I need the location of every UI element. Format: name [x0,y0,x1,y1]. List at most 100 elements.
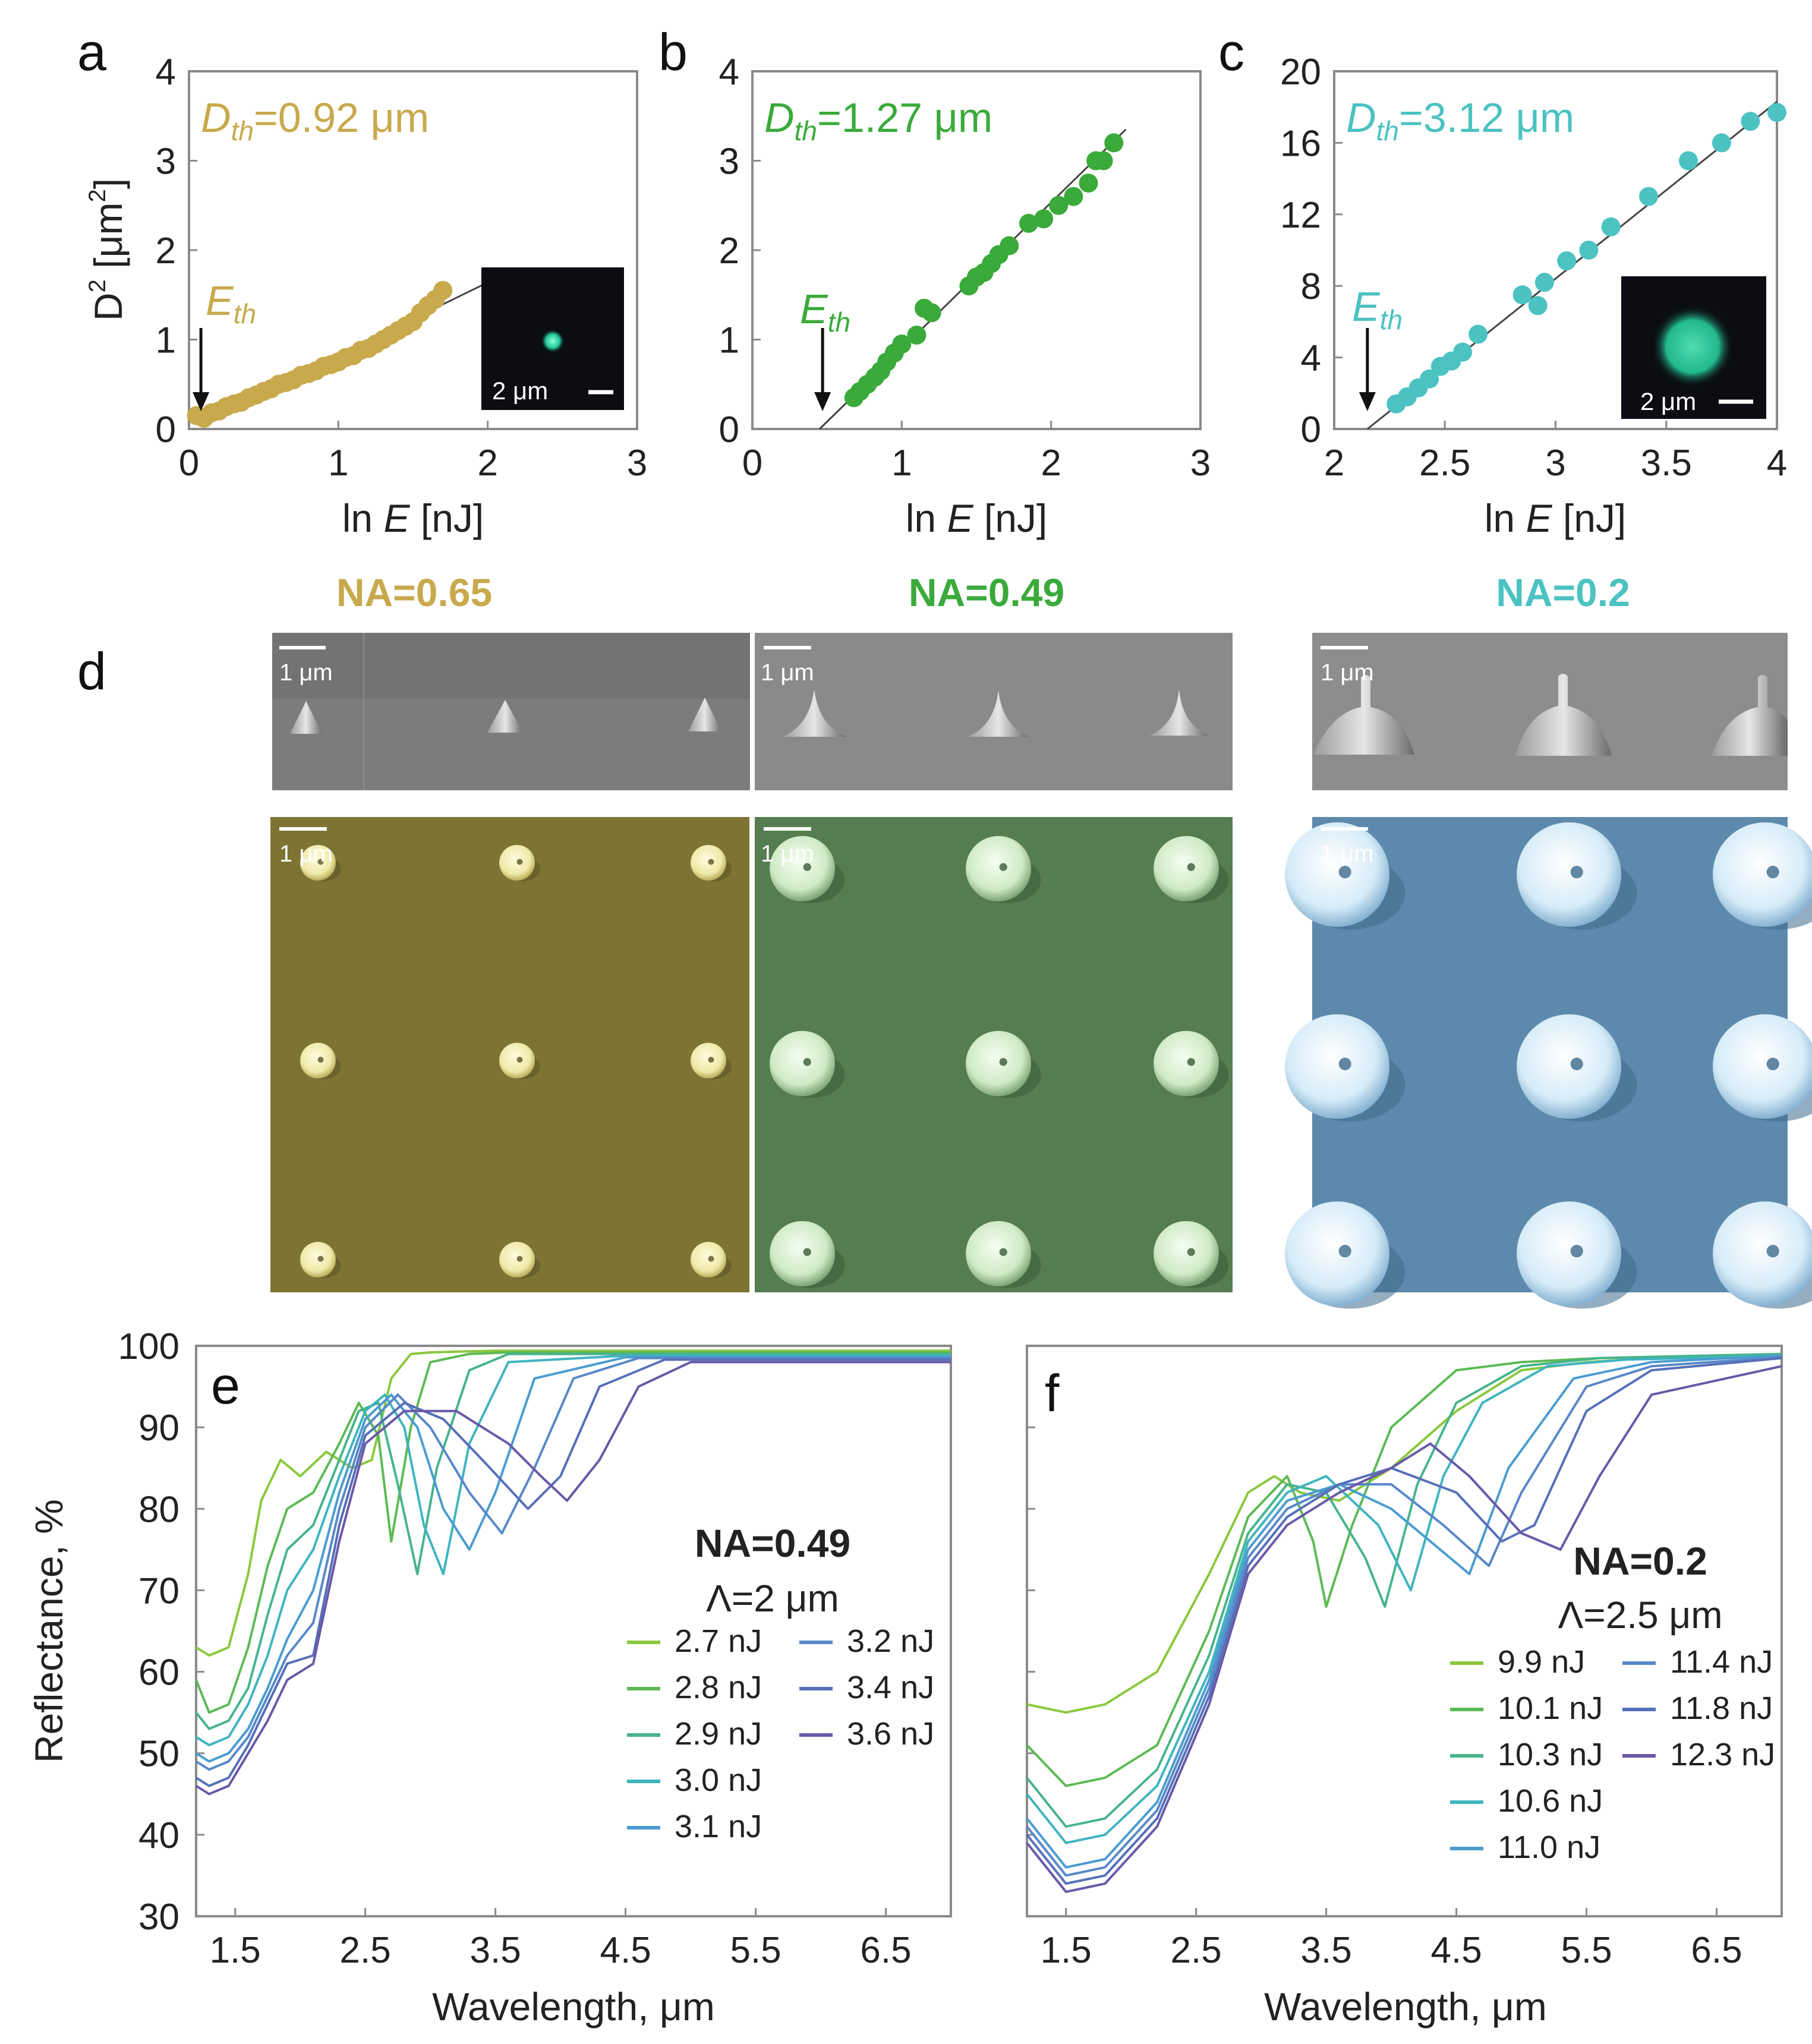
y-tick-label: 2 [719,231,739,272]
sem-cone [770,836,845,903]
legend-label: 2.9 nJ [675,1716,762,1752]
na-heading-0.65: NA=0.65 [336,570,492,614]
xlabel-b: ln E [nJ] [906,496,1047,540]
panel-label-c: c [1218,23,1244,81]
y-tick-label: 3 [156,141,176,182]
sem-cone [1517,1014,1637,1122]
y-tick-label: 4 [719,52,739,93]
ylabel-a: D2 [μm2] [84,178,130,321]
data-point [1000,236,1019,256]
sem-top-view-na049: 1 μm [755,817,1233,1292]
x-tick-label: 5.5 [1561,1930,1612,1971]
x-tick-label: 6.5 [1691,1930,1742,1971]
sem-scale-label: 1 μm [761,660,814,686]
x-tick-label: 0 [742,443,762,484]
panel-label-f: f [1045,1364,1060,1422]
legend-label: 12.3 nJ [1670,1737,1775,1772]
sem-cone [770,1221,845,1288]
sem-scale-label: 1 μm [279,660,333,686]
legend-label: 11.4 nJ [1670,1644,1773,1680]
sem-cone [691,1242,732,1279]
sem-side-view-na065: 1 μm [272,633,750,790]
legend-subtitle-e: Λ=2 μm [706,1577,839,1620]
data-points-b [844,133,1124,408]
data-point [433,280,453,300]
panel-label-a: a [77,23,106,81]
inset-scale-label-a: 2 μm [492,377,548,405]
data-point [1638,187,1658,206]
data-points-a [187,280,453,428]
sem-scale-label: 1 μm [279,841,333,867]
x-tick-label: 3.5 [1301,1930,1352,1971]
x-tick-label: 1 [891,443,912,484]
spectrum-line [1026,1352,1782,1787]
sem-top-view-na065: 1 μm [270,817,749,1292]
y-tick-label: 20 [1280,52,1321,93]
legend-label: 2.8 nJ [675,1670,762,1705]
spectrum-line [1026,1357,1782,1885]
tick-labels-f: 1.5 2.5 3.5 4.5 5.5 6.5 [1027,1345,1742,1971]
data-point [1679,151,1698,171]
sem-cone [499,845,540,882]
spectrum-line [195,1352,951,1730]
y-tick-label: 0 [1301,409,1321,450]
arrow-head [193,392,210,411]
sem-cone [770,1031,845,1098]
x-tick-label: 3.5 [1641,443,1692,484]
arrow-head [1359,392,1376,411]
x-tick-label: 6.5 [860,1930,911,1971]
sem-cone [966,1031,1041,1098]
legend-f: 9.9 nJ 10.1 nJ 10.3 nJ 10.6 nJ 11.0 nJ 11.4 n… [1450,1644,1775,1865]
arrow-head [814,392,831,411]
sem-scale-label: 1 μm [761,841,814,867]
sem-cone [966,836,1041,903]
data-points-c [1386,103,1786,414]
data-point [1079,174,1098,193]
side-cone [487,700,523,733]
dth-annotation-a: Dth=0.92 μm [201,94,429,146]
data-point [1712,133,1731,153]
x-tick-label: 2 [1041,443,1061,484]
side-cone [968,690,1029,737]
panel-e: e 1.5 2.5 3.5 4.5 5.5 6.5 30 40 50 60 70 80 90 100 NA… [27,1326,952,2029]
sem-cone [1713,1014,1812,1122]
tick-labels-a: 0 1 2 3 0 1 2 3 4 [156,52,648,484]
ylabel-e: Reflectance, % [27,1499,71,1763]
beam-spot [541,329,565,353]
legend-label: 9.9 nJ [1498,1644,1585,1680]
sem-side-view-na049: 1 μm [755,633,1233,790]
tick-labels-e: 1.5 2.5 3.5 4.5 5.5 6.5 30 40 50 60 70 80 90 100 [118,1326,912,1971]
xlabel-e: Wavelength, μm [432,1985,715,2029]
sem-cone [1713,822,1812,930]
x-tick-label: 2.5 [1419,443,1470,484]
sem-cone [691,845,732,882]
data-point [1034,209,1054,229]
data-point [1601,217,1621,236]
spectra-e [195,1349,951,1796]
legend-label: 11.0 nJ [1498,1829,1600,1865]
spectrum-line [195,1356,951,1763]
xlabel-c: ln E [nJ] [1485,496,1626,540]
side-cone [1313,675,1414,755]
spectra-f [1026,1352,1782,1893]
sem-cone [300,1043,341,1080]
sem-scale-label: 1 μm [1321,841,1374,867]
legend-label: 3.2 nJ [847,1623,934,1659]
data-point [1093,151,1113,171]
x-tick-label: 2.5 [340,1930,391,1971]
data-point [1104,133,1124,153]
data-point [1468,324,1488,344]
inset-beam-spot-c: 2 μm [1621,276,1766,419]
legend-e: 2.7 nJ 2.8 nJ 2.9 nJ 3.0 nJ 3.1 nJ 3.2 nJ 3.4 … [627,1623,934,1844]
beam-spot [1652,306,1733,387]
x-tick-label: 1.5 [1041,1930,1092,1971]
y-tick-label: 3 [719,141,739,182]
data-point [1064,187,1083,206]
x-tick-label: 3 [1190,443,1211,484]
dth-annotation-b: Dth=1.27 μm [764,94,992,146]
inset-scale-label-c: 2 μm [1640,387,1696,415]
data-point [1767,103,1786,122]
plot-frame-e [195,1345,952,1917]
sem-cone [1713,1201,1812,1309]
